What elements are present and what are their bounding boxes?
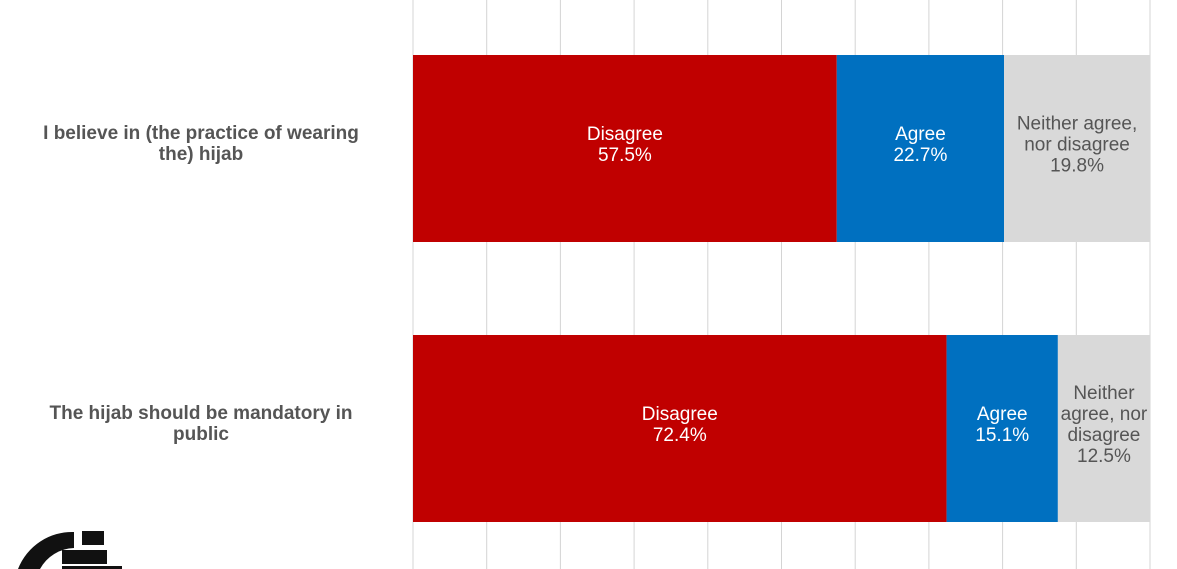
bar-segment-neither-agree-nor-disagree xyxy=(1004,55,1150,242)
data-label: Agree 22.7% xyxy=(893,124,947,166)
data-label: Neither agree, nor disagree 12.5% xyxy=(1061,383,1148,467)
category-label: The hijab should be mandatory in public xyxy=(50,403,353,445)
data-label: Disagree 72.4% xyxy=(642,404,718,446)
data-label: Disagree 57.5% xyxy=(587,124,663,166)
bar-segment-agree xyxy=(836,55,1005,242)
bar-segment-disagree xyxy=(413,335,947,522)
data-label: Neither agree, nor disagree 19.8% xyxy=(1017,114,1137,177)
bars: Disagree 57.5% Agree 22.7% Neither agree, nor… xyxy=(413,55,1150,522)
bar-segment-agree xyxy=(946,335,1058,522)
bar-segment-disagree xyxy=(413,55,837,242)
data-label: Agree 15.1% xyxy=(975,404,1029,446)
category-label: I believe in (the practice of wearing the… xyxy=(43,123,359,165)
gamaan-logo-icon xyxy=(18,531,122,569)
category-labels: I believe in (the practice of wearing the… xyxy=(43,123,359,445)
bar-segment-neither-agree-nor-disagree xyxy=(1057,335,1150,522)
